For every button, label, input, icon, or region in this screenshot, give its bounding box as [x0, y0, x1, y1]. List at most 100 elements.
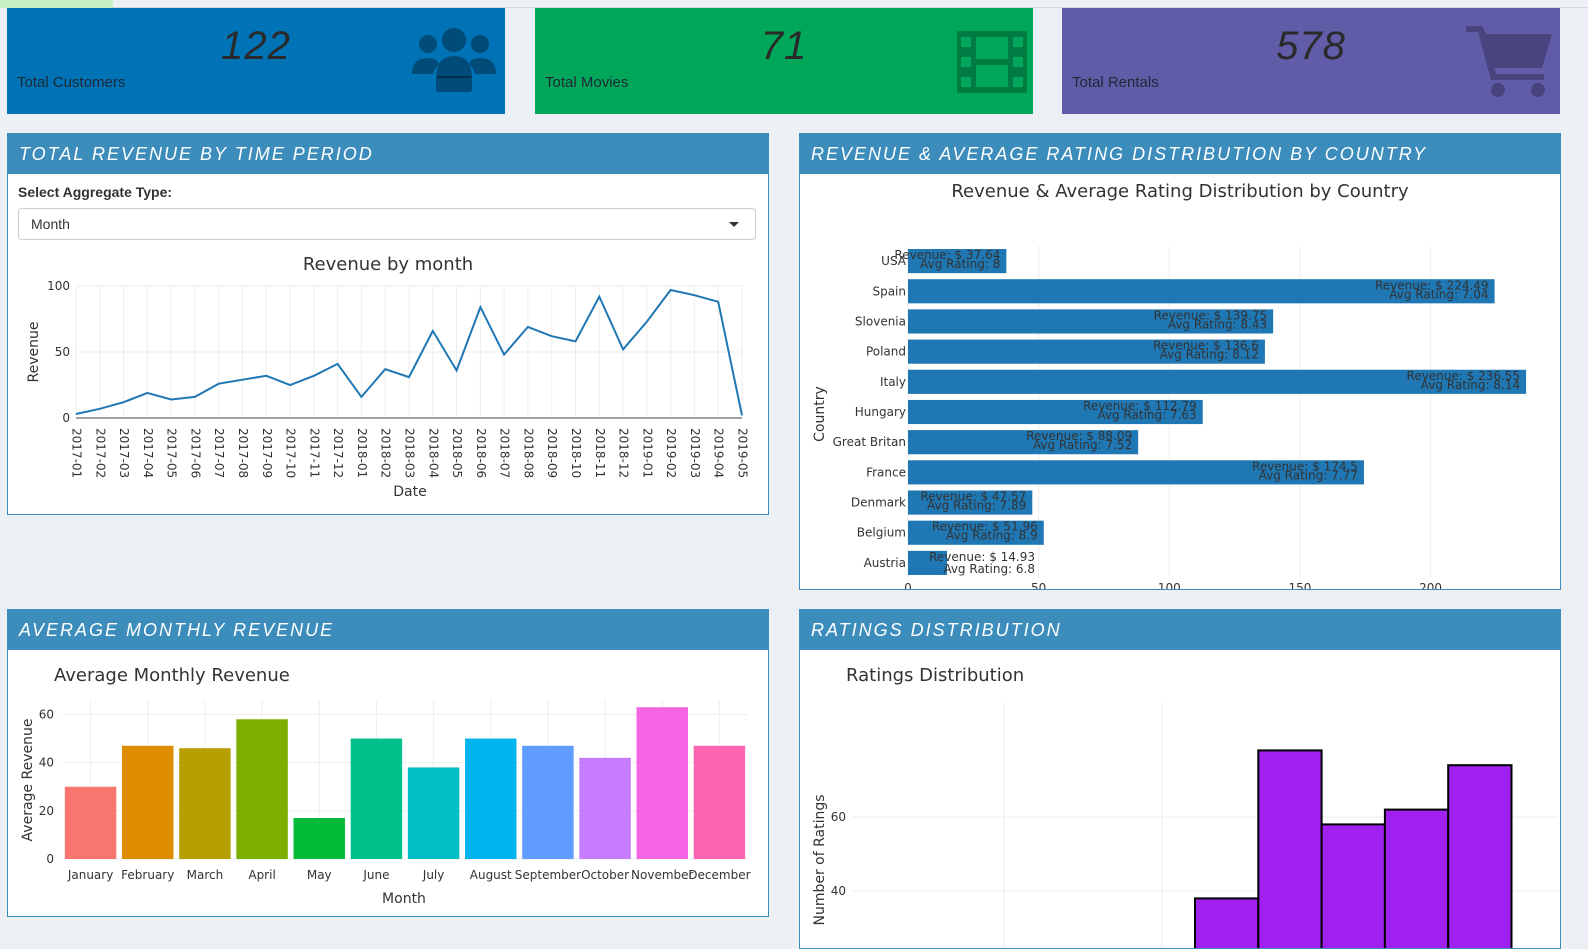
bar-data-label: Revenue: $ 51.96: [932, 520, 1038, 534]
month-bar: [407, 767, 460, 859]
panel-revenue-time: TOTAL REVENUE BY TIME PERIOD Select Aggr…: [7, 133, 769, 515]
bar-data-label: Avg Rating: 8.43: [1168, 317, 1267, 331]
y-tick-label: France: [866, 465, 906, 479]
bar-data-label: Revenue: $ 88.09: [1026, 429, 1132, 443]
x-tick-label: 2018-02: [379, 428, 393, 478]
y-tick-label: Austria: [864, 556, 906, 570]
bar-data-label: Avg Rating: 6.8: [943, 562, 1035, 576]
x-tick-label: 100: [1158, 581, 1181, 589]
bar-data-label: Revenue: $ 14.93: [929, 550, 1035, 564]
x-tick-label: 2017-08: [236, 428, 250, 478]
x-tick-label: September: [515, 868, 581, 882]
y-axis-title: Revenue: [26, 322, 42, 383]
country-bar: [908, 550, 948, 575]
histogram-bar: [1320, 823, 1386, 948]
country-bar: [908, 490, 1033, 515]
country-bar: [908, 520, 1044, 545]
x-tick-label: 2018-07: [498, 428, 512, 478]
x-tick-label: June: [362, 868, 389, 882]
x-tick-label: July: [422, 868, 445, 882]
chart-title: Average Monthly Revenue: [54, 665, 290, 686]
month-bar: [179, 748, 231, 859]
x-tick-label: 2018-06: [474, 428, 488, 478]
aggregate-type-label: Select Aggregate Type:: [18, 184, 173, 200]
ratings-histogram: Ratings Distribution204060Number of Rati…: [812, 665, 1558, 948]
monthly-bar-chart: Average Monthly Revenue 0 20 40 60 January Feb…: [20, 665, 751, 907]
x-tick-label: January: [67, 868, 114, 882]
aggregate-type-select[interactable]: Month: [18, 208, 756, 240]
country-bar: [908, 339, 1265, 364]
x-axis-title: Date: [393, 484, 426, 500]
bar-data-label: Revenue: $ 112.79: [1083, 399, 1197, 413]
x-tick-label: 2019-02: [664, 428, 678, 478]
bar-data-label: Avg Rating: 8.12: [1160, 348, 1259, 362]
value-box-rentals: 578 Total Rentals: [1062, 8, 1560, 114]
bar-data-label: Avg Rating: 7.52: [1033, 438, 1132, 452]
movies-label: Total Movies: [545, 74, 629, 91]
bar-data-label: Avg Rating: 8.14: [1421, 378, 1520, 392]
x-tick-label: 2019-01: [640, 428, 654, 478]
chart-title: Revenue & Average Rating Distribution by…: [951, 181, 1409, 202]
x-tick-label: March: [187, 868, 224, 882]
x-tick-label: 2017-09: [260, 428, 274, 478]
x-tick-label: 2019-04: [712, 428, 726, 478]
y-tick-label: USA: [881, 254, 907, 268]
histogram-bar: [1194, 897, 1260, 948]
chevron-down-icon[interactable]: [729, 222, 739, 227]
shopping-cart-icon: [1464, 22, 1554, 102]
country-bar: [908, 460, 1364, 485]
y-tick-label: 0: [46, 852, 54, 866]
x-tick-label: 2018-01: [355, 428, 369, 478]
y-tick-label: 20: [39, 804, 54, 818]
x-tick-label: 2018-10: [569, 428, 583, 478]
x-tick-label: 2017-12: [331, 428, 345, 478]
country-bar: [908, 279, 1495, 304]
month-bar: [122, 745, 174, 859]
country-bar: [908, 369, 1527, 394]
country-bar-chart: Revenue & Average Rating Distribution by…: [812, 181, 1527, 589]
rentals-count: 578: [1276, 24, 1346, 68]
x-tick-label: 2017-01: [70, 428, 84, 478]
y-tick-label: 60: [831, 810, 846, 824]
y-tick-label: 50: [55, 345, 70, 359]
bar-data-label: Revenue: $ 174.5: [1252, 459, 1358, 473]
country-bar: [908, 309, 1274, 334]
customers-label: Total Customers: [17, 74, 126, 91]
x-tick-label: 2018-05: [450, 428, 464, 478]
aggregate-type-value: Month: [31, 216, 70, 232]
panel-header: RATINGS DISTRIBUTION: [800, 610, 1560, 650]
bar-data-label: Avg Rating: 7.77: [1259, 468, 1358, 482]
x-tick-label: November: [631, 868, 693, 882]
film-icon: [955, 22, 1029, 102]
histogram-bar: [1257, 749, 1323, 948]
x-tick-label: October: [581, 868, 629, 882]
x-tick-label: 2019-03: [688, 428, 702, 478]
month-bar: [579, 757, 631, 859]
month-bar: [64, 786, 117, 859]
x-tick-label: May: [307, 868, 332, 882]
panel-monthly: AVERAGE MONTHLY REVENUE Average Monthly …: [7, 609, 769, 917]
bar-data-label: Revenue: $ 47.57: [920, 490, 1026, 504]
month-bar: [350, 738, 403, 859]
bar-data-label: Revenue: $ 139.75: [1154, 308, 1268, 322]
revenue-line-chart: Revenue by month 0 50 100 2017-01 2017-02 2017…: [26, 254, 750, 500]
x-tick-label: 2017-10: [284, 428, 298, 478]
rentals-label: Total Rentals: [1072, 74, 1159, 91]
value-box-movies: 71 Total Movies: [535, 8, 1033, 114]
value-box-customers: 122 Total Customers: [7, 8, 505, 114]
month-bar: [522, 745, 574, 859]
divider: [113, 7, 1588, 8]
y-tick-label: 60: [39, 707, 54, 721]
x-tick-label: December: [688, 868, 750, 882]
histogram-bar: [1383, 808, 1450, 948]
histogram-bar: [1447, 764, 1513, 948]
nav-indicator: [0, 0, 113, 8]
y-tick-label: 40: [39, 756, 54, 770]
bar-data-label: Revenue: $ 236.55: [1407, 369, 1521, 383]
x-tick-label: 150: [1288, 581, 1311, 589]
movies-count: 71: [760, 24, 808, 68]
x-tick-label: 2018-11: [593, 428, 607, 478]
y-tick-label: Poland: [866, 345, 906, 359]
y-tick-label: 0: [62, 411, 70, 425]
y-tick-label: Denmark: [851, 496, 906, 510]
